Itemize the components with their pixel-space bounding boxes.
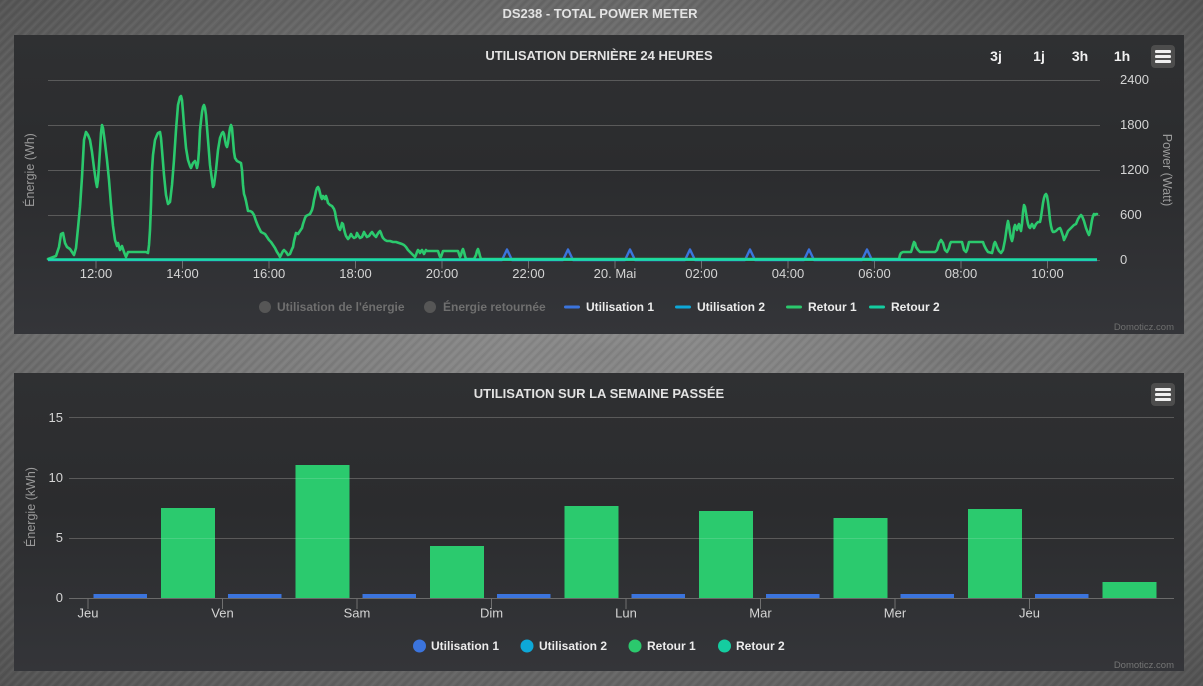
svg-text:3h: 3h — [1072, 48, 1088, 64]
svg-text:Mar: Mar — [749, 606, 772, 621]
svg-text:18:00: 18:00 — [339, 266, 372, 281]
svg-text:Utilisation de l'énergie: Utilisation de l'énergie — [277, 300, 405, 314]
svg-text:10:00: 10:00 — [1031, 266, 1064, 281]
svg-text:15: 15 — [49, 410, 63, 425]
svg-text:20:00: 20:00 — [426, 266, 459, 281]
svg-text:3j: 3j — [990, 48, 1002, 64]
svg-text:Énergie (kWh): Énergie (kWh) — [23, 467, 38, 547]
svg-text:1200: 1200 — [1120, 162, 1149, 177]
svg-text:Retour 2: Retour 2 — [736, 639, 785, 653]
svg-text:22:00: 22:00 — [512, 266, 545, 281]
svg-text:04:00: 04:00 — [772, 266, 805, 281]
svg-text:2400: 2400 — [1120, 72, 1149, 87]
svg-text:UTILISATION SUR LA SEMAINE PAS: UTILISATION SUR LA SEMAINE PASSÉE — [474, 386, 725, 401]
svg-text:14:00: 14:00 — [166, 266, 199, 281]
svg-text:20. Mai: 20. Mai — [594, 266, 637, 281]
svg-text:Lun: Lun — [615, 606, 637, 621]
svg-text:0: 0 — [1120, 252, 1127, 267]
svg-text:DS238 - TOTAL POWER METER: DS238 - TOTAL POWER METER — [502, 6, 698, 21]
svg-text:Sam: Sam — [344, 606, 371, 621]
svg-text:10: 10 — [49, 470, 63, 485]
svg-text:1j: 1j — [1033, 48, 1045, 64]
svg-text:0: 0 — [56, 590, 63, 605]
svg-text:1800: 1800 — [1120, 117, 1149, 132]
svg-text:UTILISATION DERNIÈRE 24 HEURES: UTILISATION DERNIÈRE 24 HEURES — [485, 48, 713, 63]
svg-text:Énergie retournée: Énergie retournée — [443, 299, 546, 314]
svg-text:Mer: Mer — [884, 606, 907, 621]
svg-text:08:00: 08:00 — [945, 266, 978, 281]
svg-text:Domoticz.com: Domoticz.com — [1114, 660, 1174, 671]
svg-text:1h: 1h — [1114, 48, 1130, 64]
svg-text:Ven: Ven — [211, 606, 233, 621]
svg-text:5: 5 — [56, 530, 63, 545]
svg-text:Retour 1: Retour 1 — [808, 300, 857, 314]
svg-text:600: 600 — [1120, 207, 1142, 222]
svg-text:Utilisation 2: Utilisation 2 — [697, 300, 765, 314]
svg-text:Utilisation 2: Utilisation 2 — [539, 639, 607, 653]
svg-text:Jeu: Jeu — [1019, 606, 1040, 621]
svg-text:Power (Watt): Power (Watt) — [1160, 134, 1174, 206]
svg-text:Utilisation 1: Utilisation 1 — [586, 300, 654, 314]
svg-text:Jeu: Jeu — [78, 606, 99, 621]
svg-text:Retour 2: Retour 2 — [891, 300, 940, 314]
svg-text:02:00: 02:00 — [685, 266, 718, 281]
svg-text:Utilisation 1: Utilisation 1 — [431, 639, 499, 653]
svg-text:Retour 1: Retour 1 — [647, 639, 696, 653]
svg-text:Dim: Dim — [480, 606, 503, 621]
svg-text:Énergie (Wh): Énergie (Wh) — [22, 133, 37, 207]
svg-text:06:00: 06:00 — [858, 266, 891, 281]
svg-text:Domoticz.com: Domoticz.com — [1114, 322, 1174, 333]
svg-text:16:00: 16:00 — [253, 266, 286, 281]
svg-text:12:00: 12:00 — [80, 266, 113, 281]
